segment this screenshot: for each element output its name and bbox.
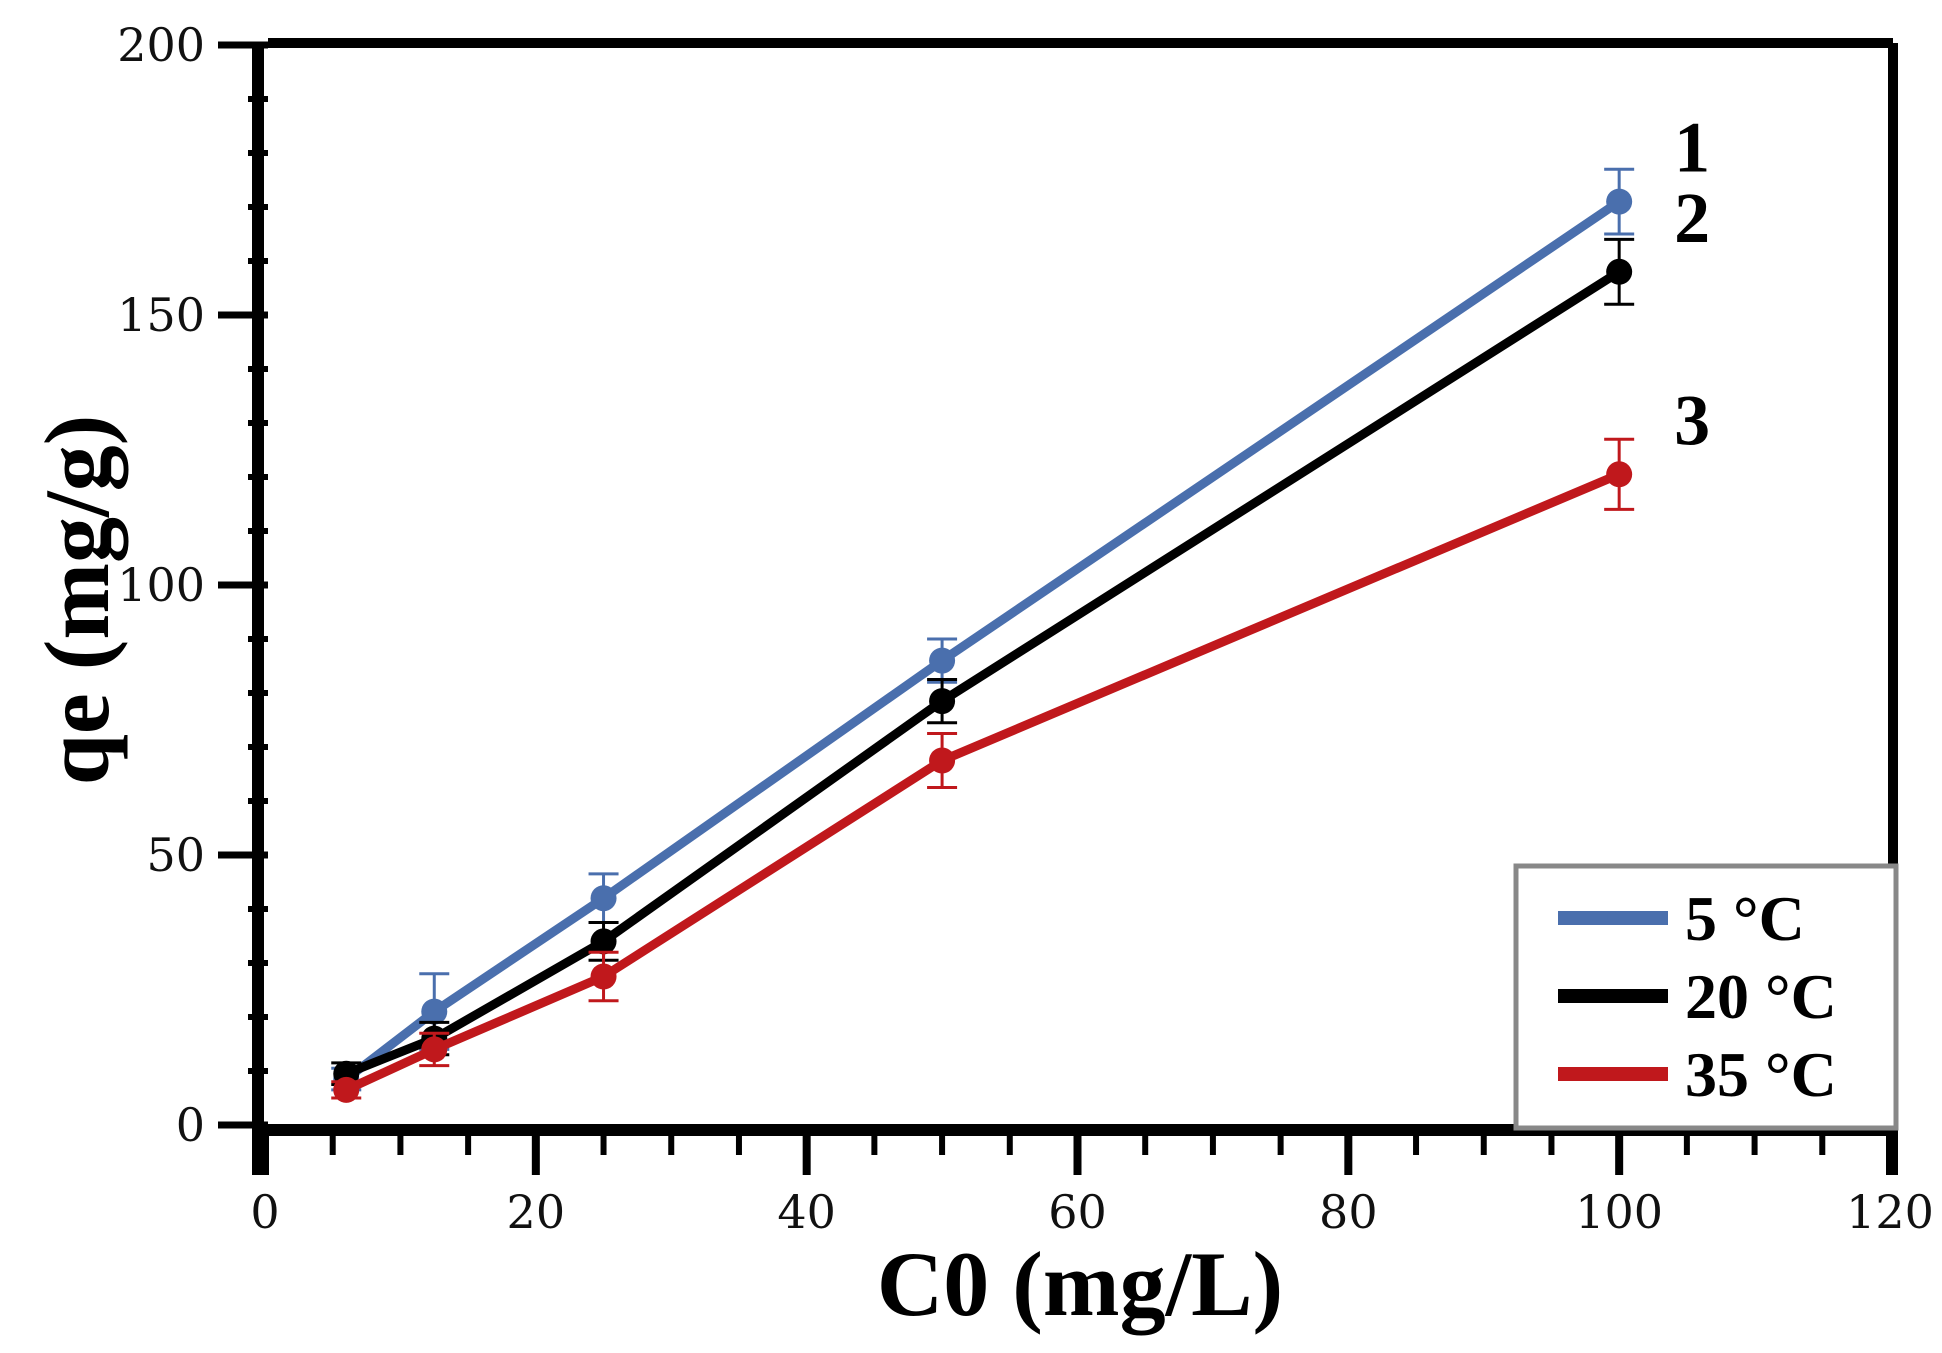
y-axis-tick-labels: 0 50 100 150 200 [117, 18, 205, 1152]
x-tick-label: 40 [777, 1185, 836, 1239]
y-axis-ticks [218, 41, 268, 1129]
y-tick-label: 200 [117, 18, 205, 72]
legend-marker [1607, 1068, 1619, 1080]
legend-items: 5 °C20 °C35 °C [1558, 883, 1837, 1110]
data-point [590, 963, 617, 990]
y-tick-label: 150 [117, 288, 205, 342]
x-axis-ticks [261, 1125, 1894, 1175]
data-point [333, 1076, 360, 1103]
series-2 [331, 237, 1635, 1087]
x-tick-label: 60 [1048, 1185, 1107, 1239]
y-tick-label: 0 [176, 1098, 205, 1152]
y-tick-label: 100 [117, 558, 205, 612]
data-point [1606, 188, 1633, 215]
data-point [421, 1036, 448, 1063]
curve-numbers: 12 3 [1674, 108, 1710, 461]
data-point [929, 647, 956, 674]
series-line [343, 197, 1622, 1083]
x-tick-label: 20 [507, 1185, 566, 1239]
curve-number-label: 3 [1674, 380, 1710, 460]
x-tick-label: 120 [1846, 1185, 1934, 1239]
data-point [929, 747, 956, 774]
series-3 [331, 437, 1635, 1103]
y-axis-title: qe (mg/g) [26, 415, 128, 785]
series-line [344, 470, 1621, 1094]
data-point [421, 998, 448, 1025]
x-tick-label: 80 [1319, 1185, 1378, 1239]
x-axis-title: C0 (mg/L) [877, 1233, 1283, 1335]
data-point [1606, 461, 1633, 488]
y-tick-label: 50 [146, 828, 205, 882]
data-point [1606, 258, 1633, 285]
curve-number-label: 2 [1674, 178, 1710, 258]
x-tick-label: 100 [1575, 1185, 1663, 1239]
legend-marker [1607, 990, 1619, 1002]
legend-label: 5 °C [1685, 883, 1805, 954]
series-1 [331, 167, 1635, 1093]
data-point [590, 928, 617, 955]
x-axis-tick-labels: 0 20 40 60 80 100 120 [250, 1185, 1934, 1239]
series-layer [331, 167, 1635, 1103]
legend: 5 °C20 °C35 °C [1513, 863, 1899, 1131]
legend-marker [1607, 912, 1619, 924]
legend-label: 20 °C [1685, 961, 1837, 1032]
data-point [929, 688, 956, 715]
curve-number-label: 1 [1674, 108, 1710, 188]
x-tick-label: 0 [250, 1185, 279, 1239]
legend-label: 35 °C [1685, 1039, 1837, 1110]
series-line [344, 267, 1622, 1078]
data-point [590, 885, 617, 912]
